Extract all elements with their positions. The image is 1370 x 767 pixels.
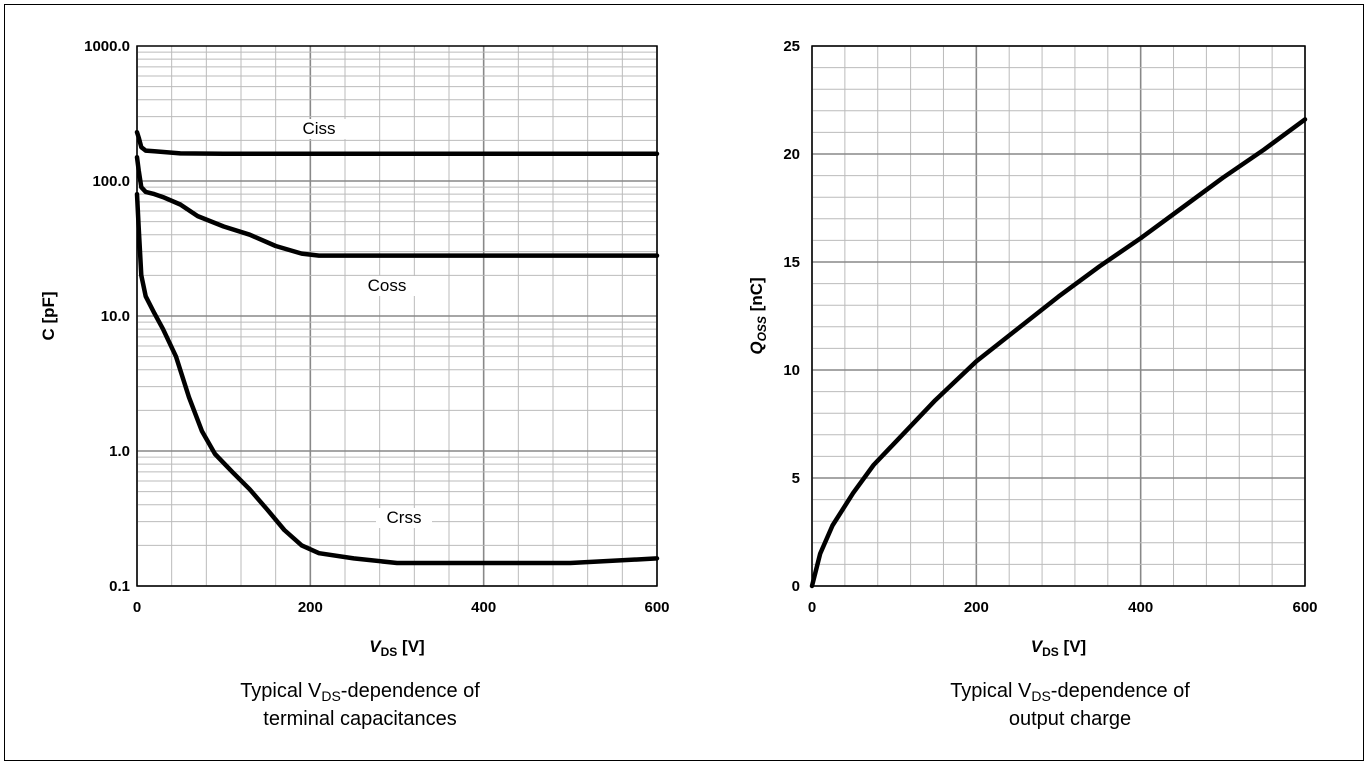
series-label-crss: Crss <box>387 508 422 527</box>
y-tick-label: 25 <box>783 38 800 55</box>
y-axis-label: QOSS [nC] <box>747 277 769 354</box>
x-tick-label: 600 <box>644 599 669 616</box>
x-tick-label: 400 <box>1128 599 1153 616</box>
series-label-bg <box>291 119 347 139</box>
x-tick-label: 600 <box>1292 599 1317 616</box>
y-tick-label: 1000.0 <box>84 38 130 55</box>
y-tick-label: 10 <box>783 362 800 379</box>
x-axis-label: VDS [V] <box>1031 637 1086 659</box>
caption-left: Typical VDS-dependence of terminal capac… <box>190 677 530 733</box>
series-line-crss <box>134 191 660 566</box>
series-label-ciss: Ciss <box>302 119 335 138</box>
x-tick-label: 0 <box>808 599 816 616</box>
y-axis-label: C [pF] <box>39 291 58 340</box>
figure-frame <box>4 4 1364 761</box>
y-tick-label: 20 <box>783 146 800 163</box>
capacitance-chart: 0.1 1.0 10.0 100.0 1000.0 0 200 400 600 VDS [V] C … <box>39 38 670 659</box>
y-tick-label: 5 <box>792 470 800 487</box>
x-tick-label: 200 <box>964 599 989 616</box>
grid <box>811 45 1306 587</box>
y-tick-label: 1.0 <box>109 443 130 460</box>
y-tick-label: 0 <box>792 578 800 595</box>
plot-border <box>136 45 658 587</box>
series-line-coss <box>134 154 660 258</box>
y-tick-label: 0.1 <box>109 578 130 595</box>
y-tick-label: 100.0 <box>92 173 130 190</box>
series-line-ciss <box>134 129 660 157</box>
series-line-qoss <box>809 117 1308 589</box>
series-label-bg <box>376 508 432 528</box>
x-tick-label: 200 <box>298 599 323 616</box>
y-tick-label: 10.0 <box>101 308 130 325</box>
caption-right-line2: output charge <box>1008 708 1132 730</box>
caption-right: Typical VDS-dependence of output charge <box>900 677 1240 733</box>
plot-border <box>811 45 1306 587</box>
x-tick-label: 400 <box>471 599 496 616</box>
series-label-bg <box>359 276 415 296</box>
x-tick-label: 0 <box>133 599 141 616</box>
caption-left-line2: terminal capacitances <box>263 708 457 730</box>
x-axis-label: VDS [V] <box>369 637 424 659</box>
series-label-coss: Coss <box>368 276 407 295</box>
y-tick-label: 15 <box>783 254 800 271</box>
